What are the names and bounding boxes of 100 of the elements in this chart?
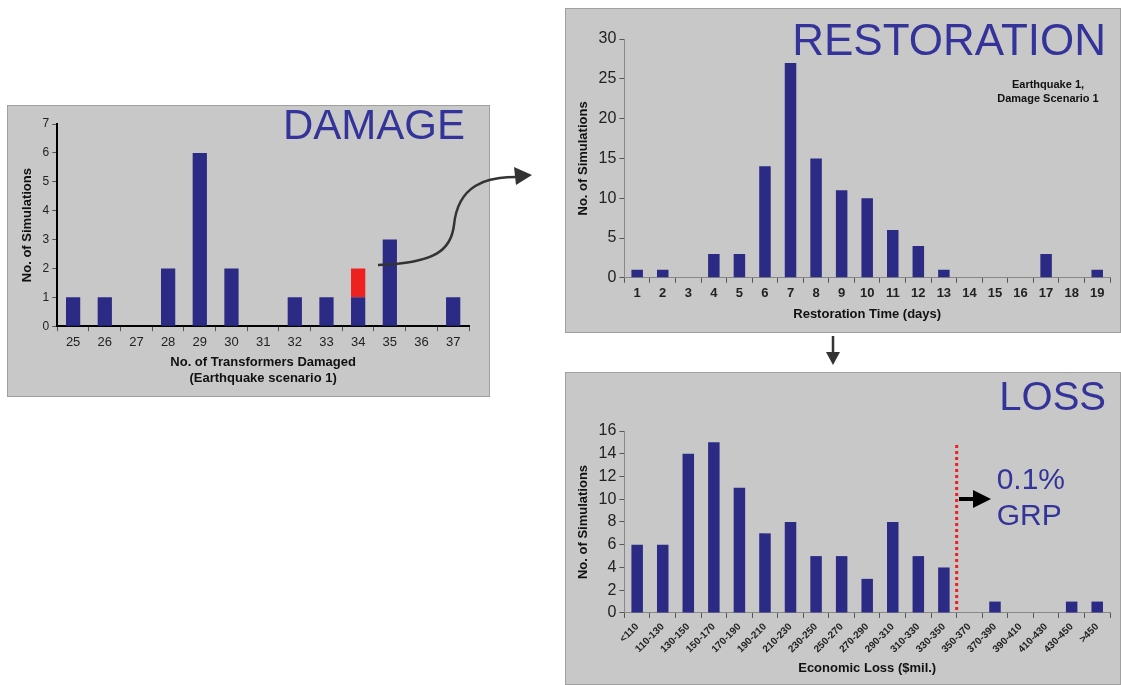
y-tick-label: 2: [42, 260, 50, 275]
x-axis-title: No. of Transformers Damaged (Earthquake scenario 1): [170, 354, 357, 385]
bar: [989, 601, 1001, 613]
x-tick-label: 9: [838, 285, 846, 301]
y-tick-label: 0: [607, 268, 617, 286]
bar: [835, 556, 848, 613]
bar: [759, 166, 771, 278]
bar: [733, 487, 746, 613]
chart-title: LOSS: [999, 374, 1106, 419]
bar: [161, 268, 176, 326]
bar: [708, 442, 720, 613]
x-tick-label: 33: [319, 333, 334, 349]
y-tick-label: 20: [598, 109, 617, 127]
bar: [887, 521, 899, 613]
bar: [861, 198, 873, 278]
bar: [682, 453, 695, 613]
y-tick-label: 0: [607, 603, 617, 621]
x-tick-label: 1: [633, 285, 641, 301]
x-tick-label: 36: [414, 333, 429, 349]
bar: [1040, 253, 1052, 278]
y-tick-label: 0: [42, 318, 50, 333]
bar: [656, 269, 669, 278]
bar: [810, 556, 822, 613]
annotation: Earthquake 1, Damage Scenario 1: [997, 77, 1099, 104]
bar: [938, 269, 950, 278]
y-tick-label: 6: [42, 145, 50, 160]
bar: [733, 253, 746, 278]
x-tick-label: 37: [445, 333, 461, 349]
bar: [835, 190, 848, 278]
chart-title: DAMAGE: [282, 100, 465, 148]
y-tick-label: 3: [42, 231, 50, 246]
bar: [912, 556, 925, 613]
x-tick-label: 5: [735, 285, 744, 301]
x-tick-label: 29: [192, 333, 208, 349]
y-tick-label: 10: [598, 188, 617, 206]
y-axis-title: No. of Simulations: [575, 101, 591, 216]
y-tick-label: 14: [598, 444, 617, 462]
x-tick-label: 25: [65, 333, 81, 349]
y-tick-label: 12: [598, 466, 617, 484]
y-axis-title: No. of Simulations: [575, 464, 591, 580]
x-tick-label: 18: [1064, 285, 1079, 301]
y-tick-label: 6: [607, 535, 617, 553]
y-tick-label: 4: [42, 202, 50, 217]
y-tick-label: 4: [607, 557, 617, 575]
x-tick-label: 35: [382, 333, 398, 349]
x-tick-label: 8: [812, 285, 820, 301]
x-tick-label: 15: [987, 285, 1003, 301]
y-tick-label: 5: [42, 174, 50, 189]
y-tick-label: 10: [598, 489, 617, 507]
x-tick-label: 6: [761, 285, 769, 301]
x-tick-label: 19: [1089, 285, 1105, 301]
x-tick-label: 32: [287, 333, 303, 349]
bar: [97, 297, 112, 326]
x-tick-label: 14: [962, 285, 978, 301]
x-tick-label: 30: [224, 333, 239, 349]
bar: [224, 268, 239, 326]
x-tick-label: 28: [160, 333, 176, 349]
bar: [656, 544, 669, 613]
bar: [631, 544, 643, 613]
x-tick-label: 2: [659, 285, 667, 301]
ref-line-label: 0.1% GRP: [996, 462, 1066, 532]
bar: [861, 578, 873, 613]
y-tick-label: 8: [607, 512, 617, 530]
y-tick-label: 25: [598, 69, 617, 87]
bar: [759, 533, 771, 613]
bar: [784, 521, 797, 613]
x-axis-title: Restoration Time (days): [793, 305, 942, 321]
y-tick-label: 2: [607, 580, 617, 598]
x-tick-label: 7: [786, 285, 795, 301]
x-tick-label: 16: [1013, 285, 1028, 301]
bar: [912, 245, 925, 278]
bar: [351, 268, 366, 298]
bar: [938, 567, 950, 613]
x-tick-label: 31: [255, 333, 271, 349]
x-tick-label: 26: [97, 333, 113, 349]
bar: [631, 269, 643, 278]
bar: [1091, 601, 1103, 613]
chart-title: RESTORATION: [792, 15, 1106, 65]
y-tick-label: 15: [598, 148, 617, 166]
bar: [287, 297, 302, 326]
bar: [784, 62, 797, 278]
bar: [708, 253, 720, 278]
x-tick-label: 27: [129, 333, 144, 349]
x-axis-title: Economic Loss ($mil.): [798, 659, 937, 675]
bar: [887, 230, 899, 278]
x-tick-label: 3: [684, 285, 692, 301]
y-tick-label: 30: [598, 29, 617, 47]
bar: [351, 297, 366, 326]
y-tick-label: 7: [42, 116, 50, 131]
bar: [382, 239, 397, 326]
bar: [65, 297, 81, 326]
x-tick-label: 11: [885, 285, 900, 301]
bar: [446, 297, 461, 326]
x-tick-label: 17: [1038, 285, 1054, 301]
y-axis-title: No. of Simulations: [19, 168, 35, 283]
x-tick-label: 12: [911, 285, 926, 301]
x-tick-label: 34: [350, 333, 366, 349]
x-tick-label: 10: [859, 285, 875, 301]
bar: [810, 158, 822, 278]
bar: [319, 297, 334, 326]
